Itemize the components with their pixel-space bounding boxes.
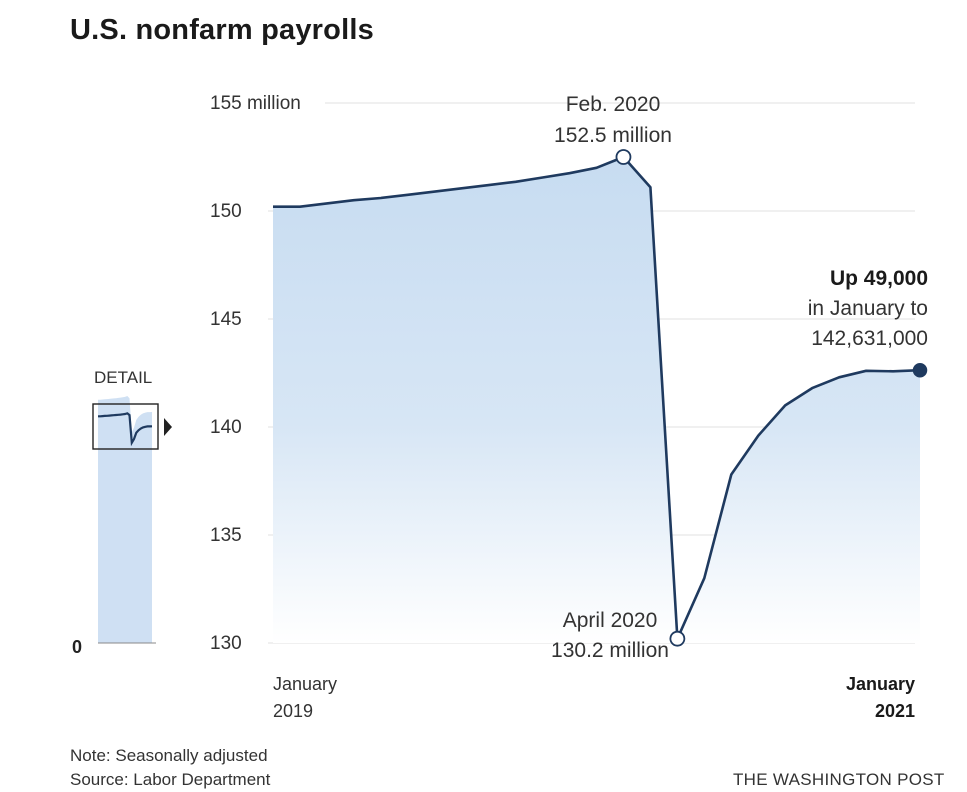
y-tick-label: 145 [210,309,242,330]
chart-title: U.S. nonfarm payrolls [70,14,374,46]
data-marker-filled [912,362,928,378]
x-axis-label-month: January [846,674,915,694]
detail-zero-label: 0 [72,637,82,657]
annotation-text: Feb. 2020 [566,93,661,116]
x-axis-label-year: 2021 [875,701,915,721]
y-tick-label: 135 [210,525,242,546]
footer-credit: THE WASHINGTON POST [733,770,945,789]
area-layer [273,155,921,643]
annotation-text: in January to [808,297,928,320]
detail-line [98,412,153,447]
detail-inset: DETAIL 0 [72,368,172,657]
y-axis: 155 million 150 145 140 135 130 [210,93,301,654]
annotation-text: 130.2 million [551,639,669,662]
y-tick-label: 155 million [210,93,301,114]
detail-pointer-icon [164,418,172,436]
area-fill [273,157,920,643]
annotation-text: 152.5 million [554,124,672,147]
data-marker-hollow [669,630,686,647]
y-tick-label: 130 [210,633,242,654]
series-line [273,155,921,640]
x-axis: January 2019 January 2021 [273,674,915,721]
annotation-text: 142,631,000 [811,327,928,350]
detail-area [98,396,152,643]
detail-box [92,403,159,450]
x-axis-label-month: January [273,674,337,694]
x-axis-label-year: 2019 [273,701,313,721]
y-tick-label: 150 [210,201,242,222]
footer-source: Source: Labor Department [70,770,271,789]
annotations: Feb. 2020 152.5 million April 2020 130.2 mi… [551,93,928,662]
y-tick-label: 140 [210,417,242,438]
detail-label: DETAIL [94,368,152,387]
annotation-text: Up 49,000 [830,267,928,290]
data-marker-hollow [615,149,632,165]
annotation-text: April 2020 [563,609,658,632]
footer-note: Note: Seasonally adjusted [70,746,268,765]
